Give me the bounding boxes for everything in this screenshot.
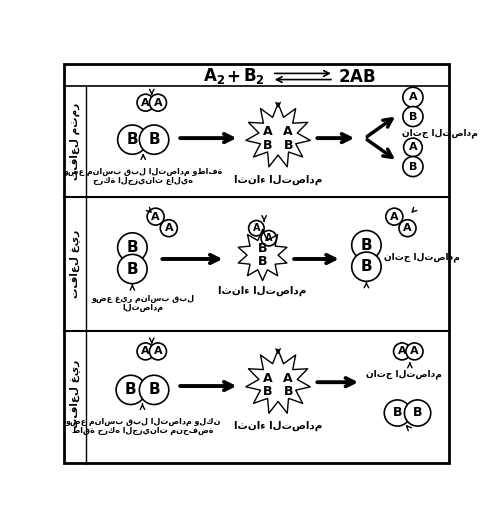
Text: اثناء التصادم: اثناء التصادم	[218, 286, 307, 296]
Text: B: B	[127, 262, 138, 277]
Circle shape	[118, 254, 147, 283]
Text: B: B	[263, 385, 273, 398]
Text: ناتج التصادم: ناتج التصادم	[402, 128, 478, 138]
Polygon shape	[246, 350, 310, 413]
Text: اثناء التصادم: اثناء التصادم	[234, 421, 322, 431]
Circle shape	[399, 220, 416, 236]
Text: A: A	[284, 372, 293, 385]
Text: A: A	[141, 347, 150, 357]
Text: B: B	[361, 259, 372, 274]
Text: B: B	[127, 240, 138, 255]
Text: A: A	[253, 223, 260, 233]
Circle shape	[248, 220, 264, 236]
Circle shape	[147, 208, 164, 225]
Text: وضع غير مناسب قبل: وضع غير مناسب قبل	[92, 294, 195, 303]
Text: وضع مناسب قبل التصادم ولكن: وضع مناسب قبل التصادم ولكن	[66, 417, 221, 426]
Text: وضع مناسب قبل التصادم وطافة: وضع مناسب قبل التصادم وطافة	[64, 167, 223, 175]
Text: B: B	[263, 138, 273, 151]
Circle shape	[118, 233, 147, 262]
Text: A: A	[265, 233, 273, 243]
Text: A: A	[263, 125, 273, 138]
Text: $\mathbf{B_2}$: $\mathbf{B_2}$	[243, 66, 265, 87]
Text: A: A	[410, 347, 419, 357]
Text: $\mathbf{A_2}$: $\mathbf{A_2}$	[203, 66, 225, 87]
Text: A: A	[151, 211, 160, 222]
Text: B: B	[148, 383, 160, 397]
Text: $\mathbf{2AB}$: $\mathbf{2AB}$	[338, 67, 376, 86]
Text: A: A	[154, 347, 162, 357]
Circle shape	[137, 94, 154, 111]
Circle shape	[386, 208, 403, 225]
Text: B: B	[361, 238, 372, 253]
Text: B: B	[409, 112, 417, 122]
Text: طاقة حركه الجزينات منخفضة: طاقة حركه الجزينات منخفضة	[73, 426, 214, 435]
Text: A: A	[403, 223, 412, 233]
Text: تفاعل غير: تفاعل غير	[70, 230, 81, 298]
Circle shape	[149, 94, 166, 111]
Text: B: B	[258, 243, 268, 255]
Text: B: B	[393, 407, 402, 420]
Text: B: B	[413, 407, 422, 420]
Text: B: B	[127, 132, 138, 147]
Circle shape	[139, 375, 169, 405]
Text: A: A	[390, 211, 399, 222]
Text: حركة الجزينات عاليه: حركة الجزينات عاليه	[93, 176, 193, 185]
Text: A: A	[154, 98, 162, 108]
Text: B: B	[284, 138, 293, 151]
Text: تفاعل مثمر: تفاعل مثمر	[70, 102, 80, 180]
Circle shape	[116, 375, 146, 405]
Circle shape	[149, 343, 166, 360]
Circle shape	[403, 106, 423, 126]
Circle shape	[137, 343, 154, 360]
Text: B: B	[148, 132, 160, 147]
Text: اثناء التصادم: اثناء التصادم	[234, 174, 322, 184]
Text: ناتج التصادم: ناتج التصادم	[384, 252, 460, 262]
Circle shape	[404, 400, 431, 426]
Text: B: B	[125, 383, 137, 397]
Text: A: A	[409, 92, 417, 102]
Circle shape	[118, 125, 147, 155]
Polygon shape	[246, 103, 310, 167]
Text: A: A	[141, 98, 150, 108]
Circle shape	[384, 400, 411, 426]
Circle shape	[352, 252, 381, 281]
Circle shape	[404, 138, 422, 157]
Text: ناتج التصادم: ناتج التصادم	[366, 370, 442, 379]
Circle shape	[352, 231, 381, 260]
Circle shape	[394, 343, 411, 360]
Circle shape	[403, 87, 423, 108]
Text: B: B	[409, 162, 417, 172]
FancyBboxPatch shape	[64, 64, 448, 463]
Text: $\mathbf{+}$: $\mathbf{+}$	[226, 67, 240, 86]
Text: B: B	[258, 255, 268, 268]
Circle shape	[403, 157, 423, 176]
Text: A: A	[164, 223, 173, 233]
Circle shape	[406, 343, 423, 360]
Text: B: B	[284, 385, 293, 398]
Text: تفاعل غير: تفاعل غير	[70, 360, 81, 428]
Circle shape	[160, 220, 177, 236]
Polygon shape	[238, 230, 287, 280]
Text: التصادم: التصادم	[123, 303, 164, 312]
Text: A: A	[284, 125, 293, 138]
Text: A: A	[398, 347, 406, 357]
Text: A: A	[409, 143, 417, 152]
Circle shape	[261, 231, 277, 246]
Circle shape	[139, 125, 169, 155]
Text: A: A	[263, 372, 273, 385]
